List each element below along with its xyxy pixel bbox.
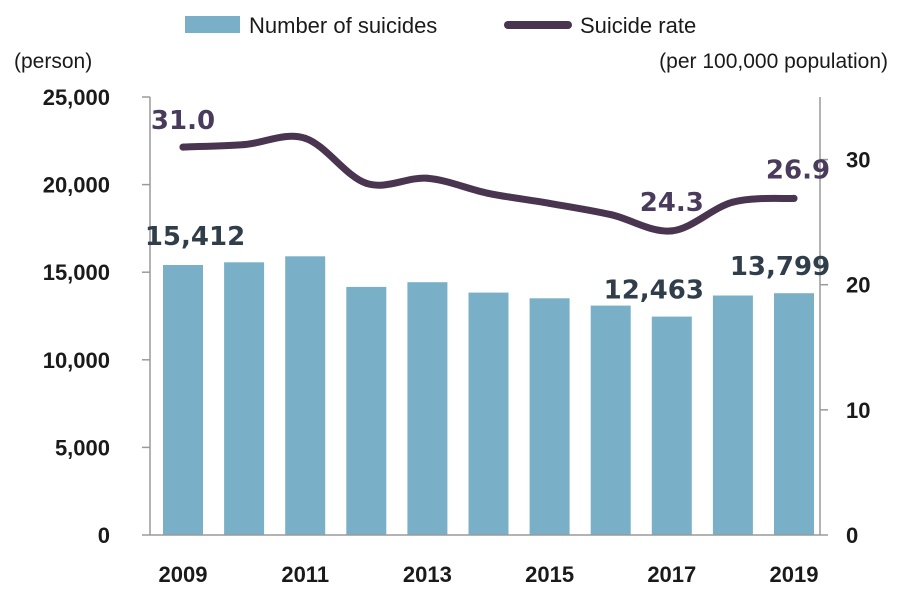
bar-2012 xyxy=(346,286,387,535)
right-tick-label-20: 20 xyxy=(846,273,870,298)
left-tick-label-15000: 15,000 xyxy=(43,260,110,285)
left-tick-label-20000: 20,000 xyxy=(43,173,110,198)
bar-2018 xyxy=(712,295,753,535)
right-axis-unit: (per 100,000 population) xyxy=(659,50,888,73)
rate-point-2016 xyxy=(607,211,615,219)
bar-2015 xyxy=(529,298,570,535)
rate-point-2009 xyxy=(179,143,187,151)
rate-data-label-2019: 26.9 xyxy=(766,155,830,185)
x-tick-label-2017: 2017 xyxy=(647,562,696,587)
plot-area: 0 5,000 10,000 15,000 20,000 25,000 0 10 20 30 200… xyxy=(43,85,871,587)
bar-2010 xyxy=(224,262,265,535)
rate-point-2011 xyxy=(301,134,309,142)
rate-point-2019 xyxy=(790,194,798,202)
left-tick-label-5000: 5,000 xyxy=(55,435,110,460)
bar-2016 xyxy=(590,305,631,535)
bar-data-label-2017: 12,463 xyxy=(604,276,704,306)
rate-point-2010 xyxy=(240,141,248,149)
bar-2013 xyxy=(407,282,448,535)
x-tick-label-2011: 2011 xyxy=(281,562,329,587)
bar-2009 xyxy=(163,265,203,535)
left-axis-unit: (person) xyxy=(14,50,92,73)
right-tick-label-10: 10 xyxy=(846,398,870,423)
x-tick-label-2019: 2019 xyxy=(770,562,819,587)
rate-point-2015 xyxy=(546,199,554,207)
bar-2011 xyxy=(285,256,326,535)
legend-label-line: Suicide rate xyxy=(580,13,696,38)
bar-2019 xyxy=(774,293,814,535)
left-tick-label-10000: 10,000 xyxy=(43,348,110,373)
rate-point-2012 xyxy=(362,179,370,187)
rate-point-2017 xyxy=(668,227,676,235)
bar-2017 xyxy=(651,316,692,535)
x-tick-label-2015: 2015 xyxy=(525,562,574,587)
left-tick-label-0: 0 xyxy=(98,523,110,548)
legend-label-bar: Number of suicides xyxy=(249,13,437,38)
legend: Number of suicides Suicide rate xyxy=(185,13,696,38)
right-tick-label-0: 0 xyxy=(846,523,858,548)
rate-data-label-2009: 31.0 xyxy=(151,106,215,136)
x-tick-label-2013: 2013 xyxy=(403,562,452,587)
bar-data-label-2019: 13,799 xyxy=(730,252,830,282)
left-tick-label-25000: 25,000 xyxy=(43,85,110,110)
x-tick-label-2009: 2009 xyxy=(159,562,208,587)
rate-data-label-2017: 24.3 xyxy=(640,188,704,218)
rate-point-2018 xyxy=(729,198,737,206)
rate-point-2014 xyxy=(485,189,492,197)
right-tick-label-30: 30 xyxy=(846,148,870,173)
legend-swatch-bar xyxy=(185,16,240,33)
bar-2014 xyxy=(468,292,509,535)
rate-point-2013 xyxy=(423,174,431,182)
bar-data-label-2009: 15,412 xyxy=(145,222,245,252)
